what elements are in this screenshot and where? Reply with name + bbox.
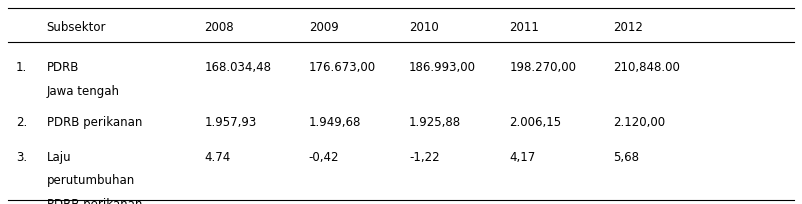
Text: 186.993,00: 186.993,00 (409, 61, 476, 74)
Text: Jawa tengah: Jawa tengah (47, 85, 119, 98)
Text: PDRB: PDRB (47, 61, 79, 74)
Text: 2.: 2. (16, 116, 27, 129)
Text: 1.957,93: 1.957,93 (205, 116, 257, 129)
Text: 4.74: 4.74 (205, 151, 231, 164)
Text: 2010: 2010 (409, 21, 439, 34)
Text: 5,68: 5,68 (614, 151, 639, 164)
Text: 3.: 3. (16, 151, 27, 164)
Text: 2009: 2009 (309, 21, 338, 34)
Text: PDRB perikanan: PDRB perikanan (47, 198, 142, 204)
Text: Subsektor: Subsektor (47, 21, 106, 34)
Text: 1.949,68: 1.949,68 (309, 116, 361, 129)
Text: 1.: 1. (16, 61, 27, 74)
Text: PDRB perikanan: PDRB perikanan (47, 116, 142, 129)
Text: perutumbuhan: perutumbuhan (47, 174, 135, 187)
Text: 4,17: 4,17 (509, 151, 536, 164)
Text: 2011: 2011 (509, 21, 539, 34)
Text: -0,42: -0,42 (309, 151, 339, 164)
Text: 2.120,00: 2.120,00 (614, 116, 666, 129)
Text: 2012: 2012 (614, 21, 643, 34)
Text: 2.006,15: 2.006,15 (509, 116, 561, 129)
Text: 2008: 2008 (205, 21, 234, 34)
Text: Laju: Laju (47, 151, 71, 164)
Text: 168.034,48: 168.034,48 (205, 61, 272, 74)
Text: 198.270,00: 198.270,00 (509, 61, 577, 74)
Text: 210,848.00: 210,848.00 (614, 61, 680, 74)
Text: 176.673,00: 176.673,00 (309, 61, 376, 74)
Text: 1.925,88: 1.925,88 (409, 116, 461, 129)
Text: -1,22: -1,22 (409, 151, 439, 164)
